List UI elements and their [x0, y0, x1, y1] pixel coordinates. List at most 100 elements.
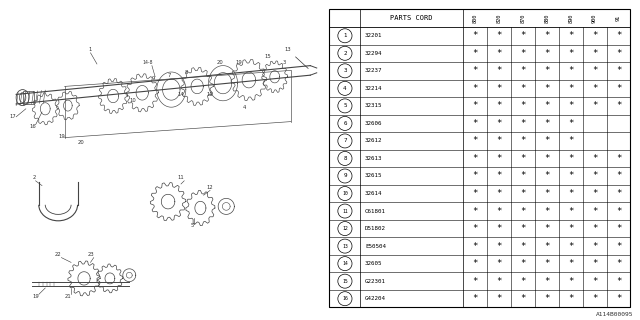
- Text: 32612: 32612: [365, 139, 383, 143]
- Text: *: *: [496, 119, 502, 128]
- Text: 32606: 32606: [365, 121, 383, 126]
- Text: *: *: [568, 101, 573, 110]
- Text: *: *: [568, 224, 573, 233]
- Text: 870: 870: [520, 13, 525, 23]
- Text: *: *: [568, 294, 573, 303]
- Text: 32614: 32614: [365, 191, 383, 196]
- Text: *: *: [616, 259, 621, 268]
- Text: *: *: [592, 66, 597, 75]
- Text: 3: 3: [343, 68, 347, 73]
- Text: *: *: [544, 242, 549, 251]
- Text: *: *: [544, 189, 549, 198]
- Text: 9: 9: [152, 76, 156, 81]
- Text: *: *: [520, 172, 525, 180]
- Text: *: *: [616, 154, 621, 163]
- Text: *: *: [616, 84, 621, 93]
- Text: 11: 11: [178, 175, 184, 180]
- Text: 9: 9: [343, 173, 347, 179]
- Text: *: *: [568, 154, 573, 163]
- Text: 22: 22: [55, 252, 61, 257]
- Text: 15: 15: [342, 279, 348, 284]
- Text: *: *: [592, 101, 597, 110]
- Text: 32214: 32214: [365, 86, 383, 91]
- Text: *: *: [496, 154, 502, 163]
- Text: *: *: [520, 277, 525, 286]
- Text: *: *: [496, 49, 502, 58]
- Text: *: *: [592, 31, 597, 40]
- Text: *: *: [616, 242, 621, 251]
- Text: *: *: [496, 84, 502, 93]
- Text: *: *: [616, 224, 621, 233]
- Text: 8: 8: [184, 69, 188, 75]
- Text: *: *: [520, 206, 525, 216]
- Text: 12: 12: [342, 226, 348, 231]
- Text: *: *: [616, 101, 621, 110]
- Text: 13: 13: [342, 244, 348, 249]
- Text: *: *: [520, 119, 525, 128]
- Text: *: *: [472, 101, 477, 110]
- Text: 2: 2: [32, 175, 36, 180]
- Text: 23: 23: [87, 252, 94, 257]
- Text: *: *: [592, 224, 597, 233]
- Text: *: *: [496, 294, 502, 303]
- Text: *: *: [544, 66, 549, 75]
- Text: *: *: [616, 31, 621, 40]
- Text: *: *: [472, 189, 477, 198]
- Text: *: *: [472, 119, 477, 128]
- Text: *: *: [592, 294, 597, 303]
- Text: 14: 14: [342, 261, 348, 266]
- Text: *: *: [616, 66, 621, 75]
- Text: *: *: [592, 189, 597, 198]
- Text: *: *: [520, 101, 525, 110]
- Text: *: *: [592, 277, 597, 286]
- Text: *: *: [472, 154, 477, 163]
- Text: *: *: [472, 277, 477, 286]
- Text: *: *: [520, 189, 525, 198]
- Text: *: *: [496, 242, 502, 251]
- Text: 32315: 32315: [365, 103, 383, 108]
- Text: *: *: [544, 119, 549, 128]
- Text: *: *: [520, 49, 525, 58]
- Text: *: *: [544, 84, 549, 93]
- Text: 12: 12: [207, 185, 214, 190]
- Text: *: *: [568, 259, 573, 268]
- Text: *: *: [568, 242, 573, 251]
- Text: 5: 5: [191, 223, 194, 228]
- Text: 1: 1: [343, 33, 347, 38]
- Text: 32615: 32615: [365, 173, 383, 179]
- Text: *: *: [496, 277, 502, 286]
- Text: 900: 900: [592, 13, 597, 23]
- Text: *: *: [496, 189, 502, 198]
- Text: *: *: [592, 259, 597, 268]
- Text: *: *: [520, 66, 525, 75]
- Text: *: *: [472, 31, 477, 40]
- Text: *: *: [472, 259, 477, 268]
- Text: *: *: [568, 49, 573, 58]
- Text: 8: 8: [343, 156, 347, 161]
- Text: *: *: [592, 172, 597, 180]
- Text: 820: 820: [496, 13, 501, 23]
- Text: *: *: [544, 31, 549, 40]
- Text: *: *: [616, 294, 621, 303]
- Text: *: *: [616, 172, 621, 180]
- Text: *: *: [472, 84, 477, 93]
- Text: *: *: [496, 259, 502, 268]
- Text: 10: 10: [129, 98, 136, 103]
- Text: 800: 800: [472, 13, 477, 23]
- Text: G22301: G22301: [365, 279, 386, 284]
- Text: 1: 1: [89, 47, 92, 52]
- Text: 14: 14: [178, 92, 184, 97]
- Text: 890: 890: [568, 13, 573, 23]
- Text: *: *: [520, 154, 525, 163]
- Text: 7: 7: [168, 73, 172, 78]
- Text: *: *: [472, 206, 477, 216]
- Text: *: *: [568, 84, 573, 93]
- Text: *: *: [544, 294, 549, 303]
- Text: *: *: [496, 136, 502, 145]
- Text: 14-8: 14-8: [142, 60, 153, 65]
- Text: *: *: [616, 277, 621, 286]
- Text: *: *: [520, 31, 525, 40]
- Text: *: *: [592, 84, 597, 93]
- Text: 15: 15: [265, 53, 271, 59]
- Text: *: *: [544, 259, 549, 268]
